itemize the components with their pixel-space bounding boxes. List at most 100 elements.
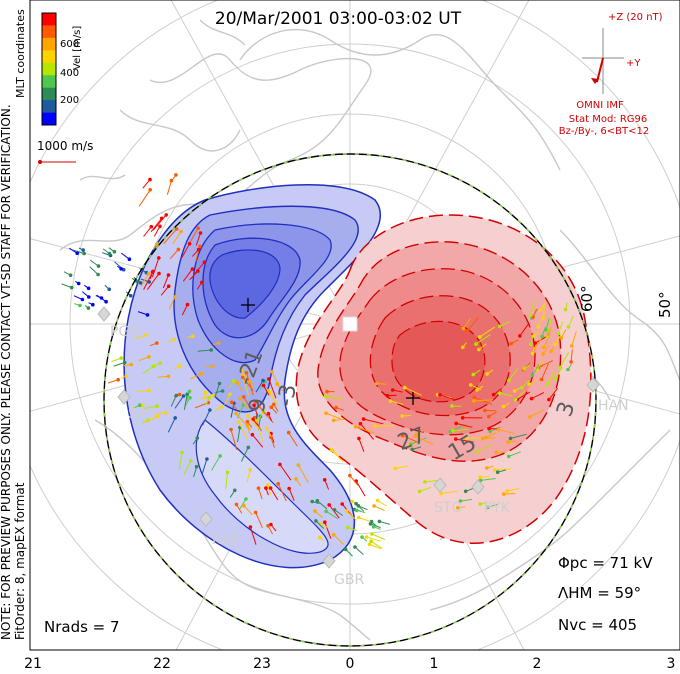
- velocity-vector: [324, 522, 332, 539]
- velocity-vector: [570, 349, 573, 362]
- velocity-vector: [565, 302, 568, 310]
- velocity-vector: [545, 318, 550, 331]
- velocity-vector: [373, 526, 381, 530]
- velocity-vector: [288, 432, 298, 447]
- velocity-vector: [497, 469, 506, 473]
- velocity-vector: [225, 472, 228, 490]
- velocity-vector: [229, 490, 236, 498]
- velocity-vector: [410, 437, 427, 445]
- velocity-vector: [231, 402, 238, 410]
- velocity-vector: [144, 405, 158, 409]
- velocity-vector: [163, 228, 178, 245]
- velocity-vector: [358, 505, 368, 511]
- velocity-vector: [467, 316, 479, 332]
- velocity-vector: [548, 387, 558, 400]
- velocity-vector: [371, 521, 377, 526]
- radar-site-label-gbr: GBR: [334, 572, 364, 588]
- velocity-vector: [121, 375, 127, 379]
- imf-vector-arrowhead-icon: [591, 78, 599, 84]
- velocity-vector: [499, 392, 513, 397]
- radar-site-gbr-icon: [322, 553, 336, 569]
- velocity-vector: [255, 380, 264, 393]
- velocity-vector: [204, 397, 210, 407]
- velocity-vector: [319, 537, 325, 541]
- velocity-vector: [498, 429, 515, 434]
- velocity-vector: [241, 370, 249, 381]
- velocity-vector: [541, 326, 546, 337]
- velocity-vector: [236, 504, 243, 514]
- velocity-vector: [554, 334, 562, 345]
- velocity-vector: [466, 437, 483, 439]
- velocity-vector: [252, 419, 259, 427]
- velocity-vector: [122, 364, 132, 367]
- velocity-vector: [137, 389, 150, 393]
- velocity-vector: [336, 407, 345, 411]
- velocity-vector: [143, 271, 154, 290]
- velocity-vector: [499, 321, 511, 327]
- velocity-vector: [457, 506, 466, 509]
- velocity-vector: [195, 232, 201, 246]
- latitude-label-60: 60°: [578, 285, 596, 312]
- velocity-vector: [486, 369, 493, 375]
- velocity-vector: [196, 282, 203, 290]
- velocity-vector: [530, 332, 535, 345]
- velocity-vector: [108, 379, 119, 384]
- velocity-vector: [108, 247, 115, 253]
- velocity-vector: [331, 449, 342, 461]
- velocity-vector: [88, 302, 94, 306]
- velocity-vector: [532, 308, 538, 318]
- velocity-vector: [533, 331, 540, 337]
- velocity-vector: [476, 444, 492, 453]
- velocity-vector: [515, 390, 526, 401]
- velocity-vector: [567, 364, 572, 370]
- velocity-vector: [189, 227, 199, 244]
- velocity-vector: [169, 249, 179, 260]
- velocity-vector: [273, 404, 279, 412]
- velocity-vector: [133, 404, 140, 409]
- velocity-vector: [510, 433, 527, 439]
- velocity-vector: [228, 380, 235, 388]
- imf-source-label: OMNI IMF: [576, 100, 624, 111]
- velocity-vector: [356, 509, 366, 514]
- radar-site-han-icon: [586, 377, 600, 393]
- colorbar-tick-200: 200: [60, 95, 79, 106]
- vector-origin: [528, 415, 532, 419]
- velocity-vector: [200, 395, 214, 400]
- vector-origin: [529, 396, 534, 401]
- vector-origin: [566, 325, 571, 329]
- velocity-vector: [376, 383, 387, 385]
- velocity-vector: [439, 394, 457, 401]
- colorbar-tick-400: 400: [60, 68, 79, 79]
- velocity-vector: [174, 395, 184, 409]
- velocity-vector: [152, 243, 158, 251]
- velocity-vector: [369, 543, 382, 550]
- vector-origin: [508, 436, 513, 441]
- velocity-vector: [181, 243, 191, 258]
- vector-origin: [502, 492, 506, 496]
- velocity-vector: [346, 510, 358, 521]
- velocity-vector: [324, 479, 330, 490]
- velocity-vector: [507, 440, 517, 443]
- velocity-vector: [547, 371, 556, 385]
- velocity-vector: [245, 372, 254, 396]
- velocity-vector: [402, 435, 418, 443]
- velocity-vector: [170, 395, 177, 407]
- velocity-vector: [473, 399, 494, 402]
- velocity-vector: [508, 451, 521, 457]
- velocity-vector: [548, 327, 552, 335]
- velocity-vector: [539, 301, 547, 311]
- radar-site-kap-icon: [199, 511, 213, 527]
- velocity-vector: [237, 427, 241, 443]
- velocity-vector: [478, 343, 487, 350]
- velocity-vector: [197, 349, 212, 352]
- velocity-vector: [238, 421, 248, 440]
- velocity-vector: [243, 396, 251, 409]
- velocity-vector: [479, 326, 496, 338]
- velocity-vector: [462, 342, 467, 348]
- imf-model-line1: Stat Mod: RG96: [569, 114, 648, 125]
- velocity-vector: [205, 365, 213, 369]
- velocity-vector: [355, 480, 366, 497]
- vector-origin: [478, 475, 482, 479]
- velocity-vector: [494, 468, 512, 471]
- velocity-vector: [153, 226, 161, 237]
